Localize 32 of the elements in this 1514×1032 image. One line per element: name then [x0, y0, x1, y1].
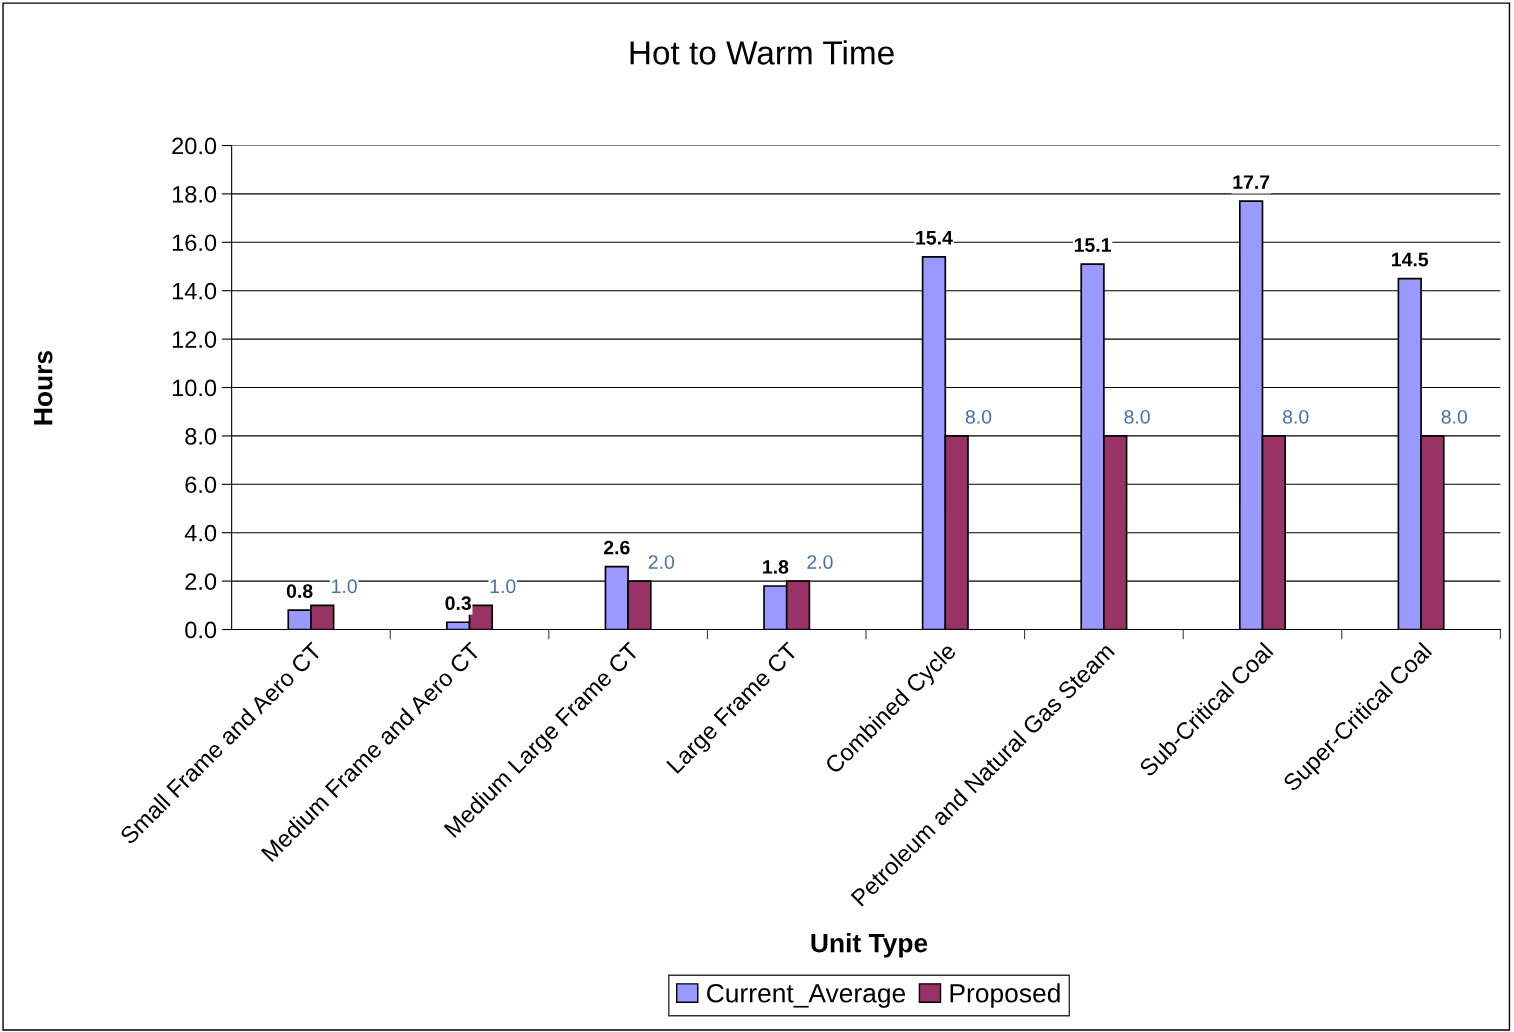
- y-tick-label: 0.0: [185, 621, 217, 639]
- data-label: 0.3: [445, 596, 471, 611]
- y-tick-label: 6.0: [185, 476, 217, 494]
- data-label: 8.0: [965, 409, 992, 424]
- y-tick-label: 10.0: [172, 379, 217, 397]
- data-label: 1.0: [332, 579, 357, 594]
- data-label: 1.8: [763, 560, 789, 574]
- legend-label: Proposed: [950, 983, 1060, 1008]
- x-axis-title: Unit Type: [811, 933, 928, 958]
- data-label: 8.0: [1441, 409, 1468, 424]
- y-tick-label: 8.0: [185, 427, 217, 445]
- data-label: 17.7: [1233, 175, 1270, 189]
- y-tick-label: 2.0: [185, 573, 217, 590]
- y-tick-label: 4.0: [184, 524, 217, 542]
- y-tick-label: 14.0: [172, 282, 217, 300]
- y-tick-label: 20.0: [172, 137, 217, 155]
- data-label: 1.0: [490, 579, 516, 594]
- y-tick-label: 18.0: [172, 185, 217, 203]
- data-label: 15.4: [916, 231, 953, 245]
- chart-title: Hot to Warm Time: [630, 40, 894, 65]
- y-tick-label: 12.0: [172, 331, 217, 348]
- data-label: 15.1: [1074, 238, 1111, 252]
- y-tick-label: 16.0: [172, 234, 217, 252]
- y-axis-title: Hours: [34, 350, 53, 425]
- data-label: 0.8: [286, 584, 313, 598]
- data-label: 2.0: [807, 555, 833, 569]
- data-label: 14.5: [1392, 252, 1429, 267]
- data-label: 8.0: [1283, 409, 1309, 424]
- data-label: 2.0: [648, 555, 675, 569]
- data-label: 2.6: [603, 540, 630, 555]
- legend-label: Current_Average: [707, 983, 906, 1008]
- data-label: 8.0: [1124, 409, 1150, 424]
